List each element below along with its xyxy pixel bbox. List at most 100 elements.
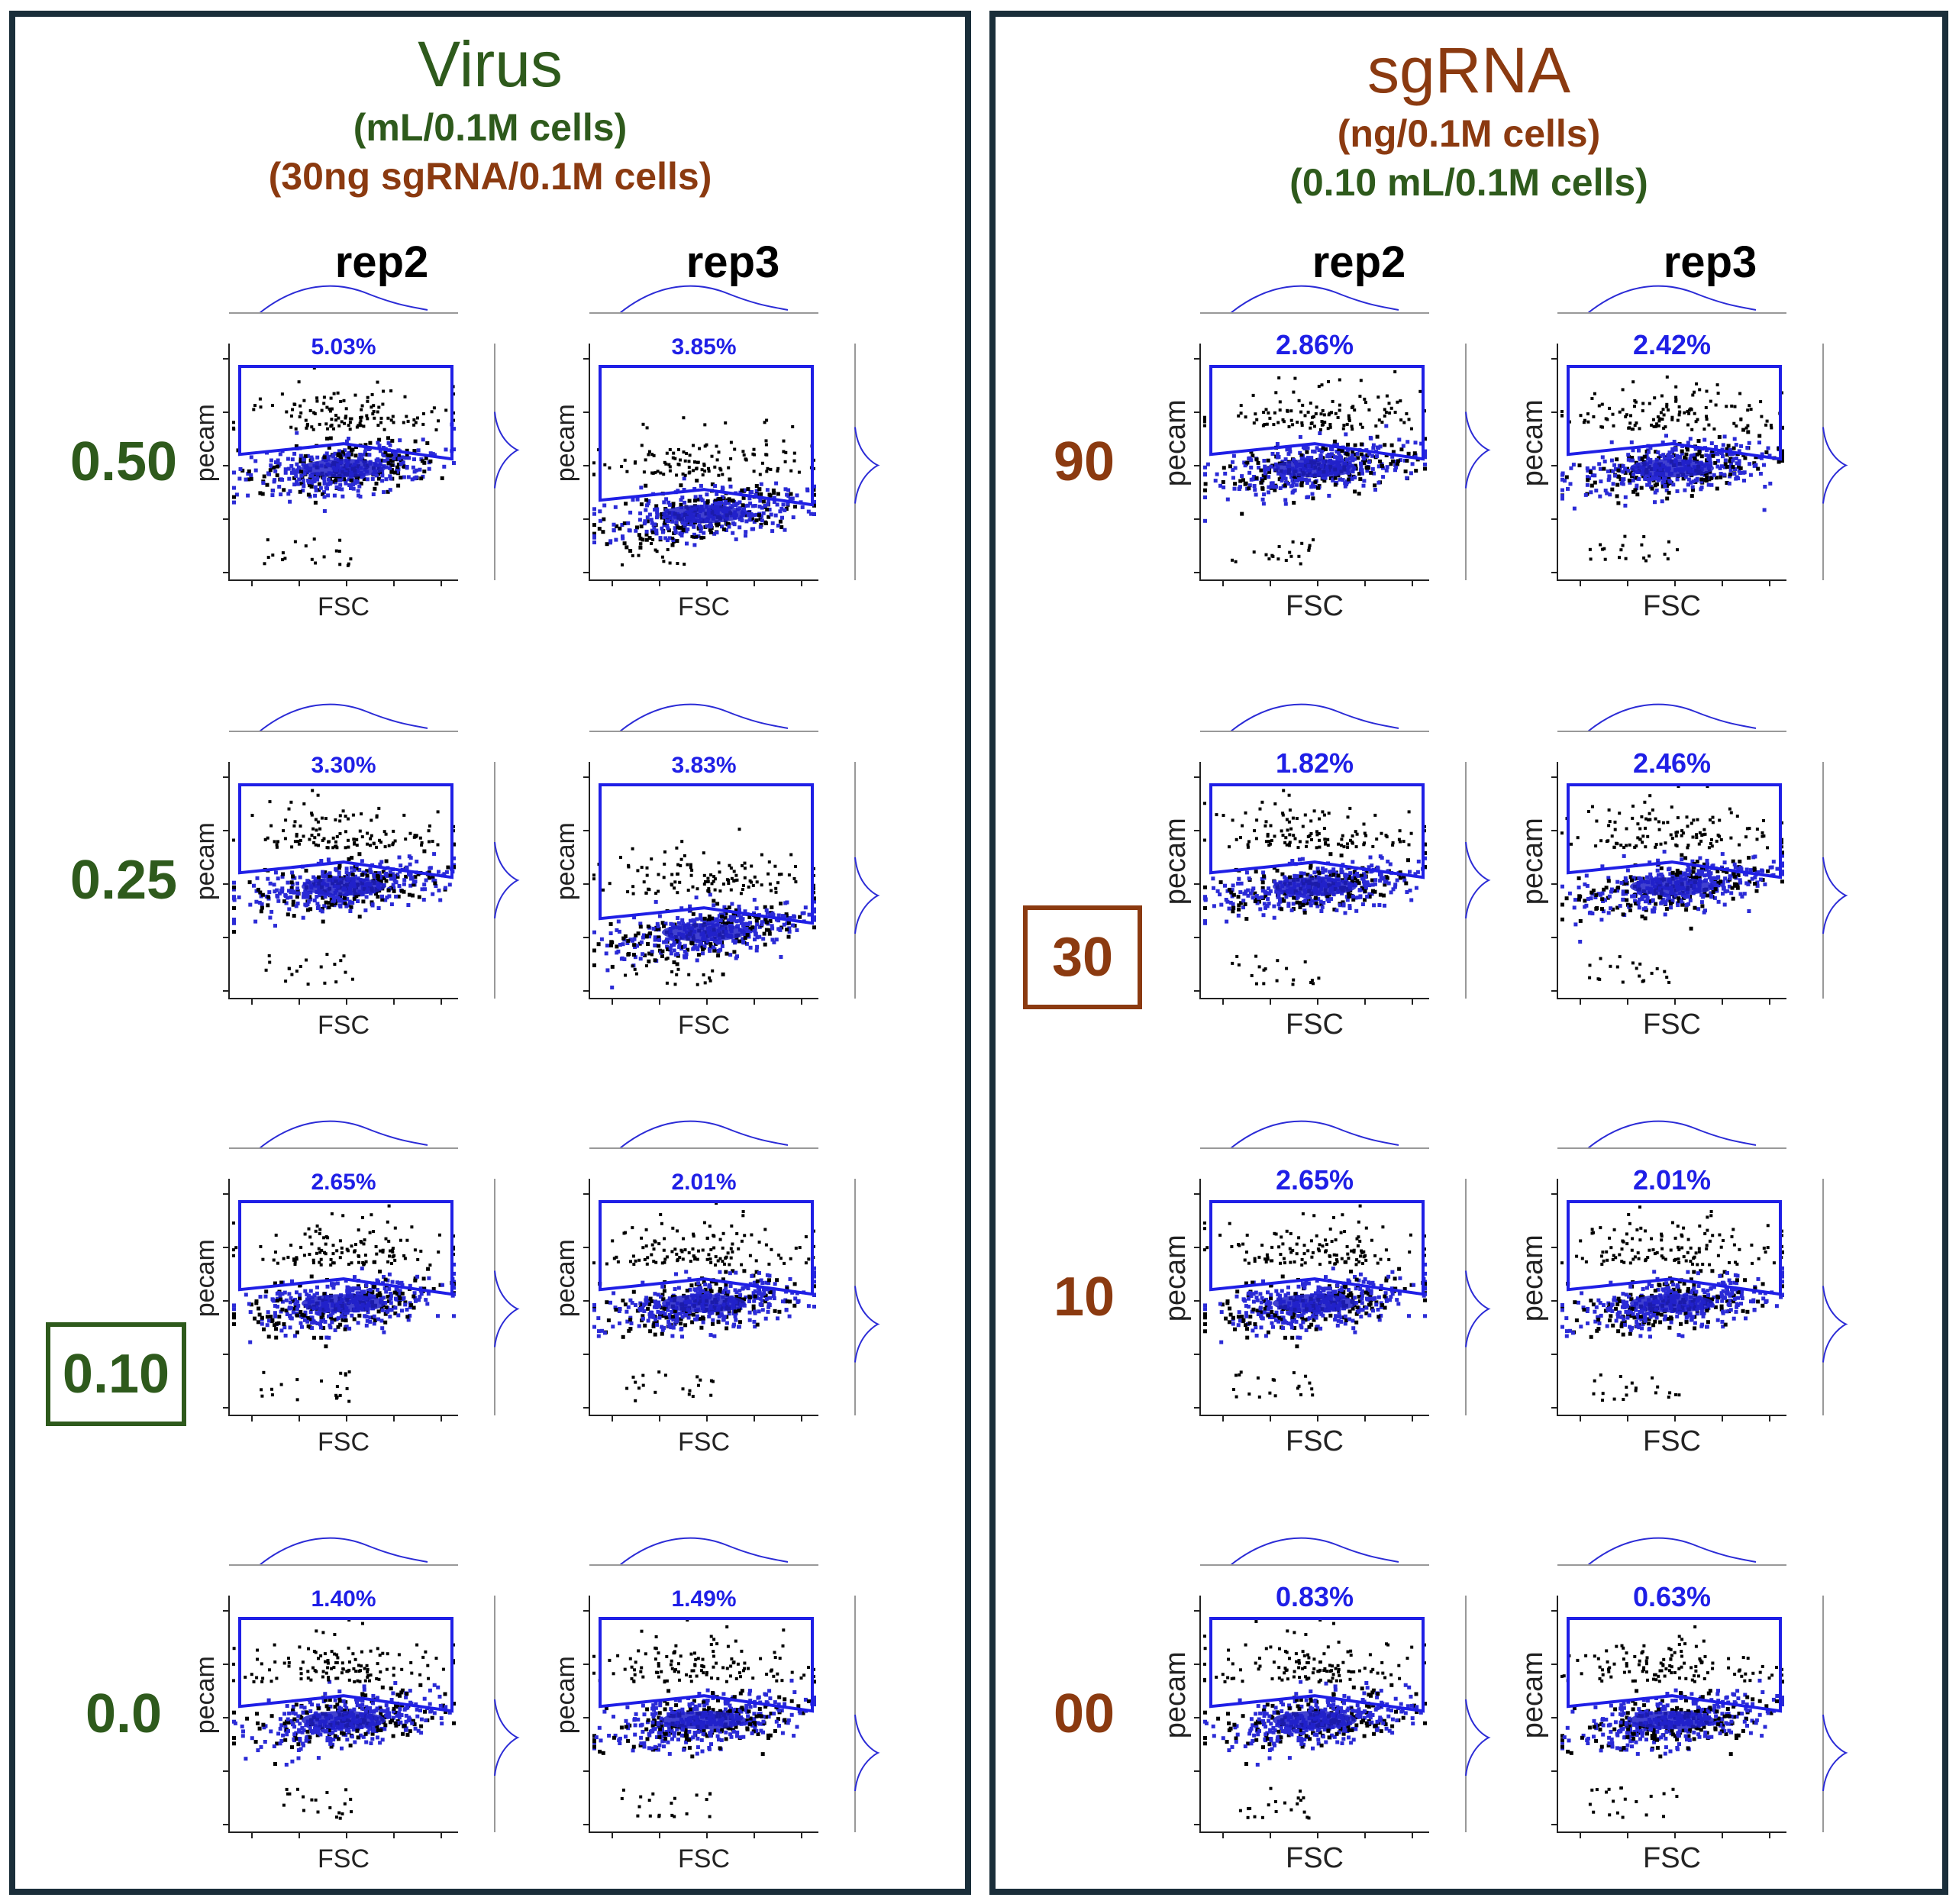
event-dot — [393, 1721, 398, 1725]
event-dot — [307, 1739, 311, 1744]
event-dot — [314, 1798, 318, 1802]
event-dot — [757, 934, 762, 939]
event-dot — [665, 538, 670, 543]
virus-row-label-0: 0.50 — [69, 431, 178, 492]
event-dot — [791, 425, 795, 428]
event-dot — [598, 518, 602, 523]
event-dot — [796, 1300, 800, 1304]
event-dot — [379, 1711, 383, 1715]
event-dot — [394, 1703, 399, 1708]
event-dot — [691, 918, 695, 922]
gate-percentage: 2.01% — [671, 1170, 736, 1195]
event-dot — [665, 937, 670, 941]
event-dot — [644, 1228, 648, 1231]
event-dot — [326, 1659, 330, 1662]
event-dot — [405, 1308, 409, 1312]
event-dot — [283, 837, 287, 841]
event-dot — [631, 885, 635, 889]
event-dot — [753, 1723, 757, 1728]
event-dot — [273, 1323, 276, 1328]
fsc-histogram — [259, 285, 428, 314]
event-dot — [316, 793, 320, 797]
event-dot — [306, 479, 311, 482]
event-dot — [408, 1305, 412, 1309]
event-dot — [637, 518, 642, 522]
event-dot — [733, 1309, 737, 1314]
event-dot — [301, 1710, 305, 1715]
event-dot — [776, 466, 780, 470]
event-dot — [751, 527, 756, 531]
event-dot — [403, 1302, 408, 1307]
event-dot — [671, 536, 675, 540]
event-dot — [592, 461, 595, 465]
event-dot — [357, 1254, 361, 1258]
event-dot — [804, 1235, 808, 1238]
event-dot — [308, 897, 313, 902]
event-dot — [604, 951, 608, 956]
event-dot — [349, 452, 353, 457]
event-dot — [779, 955, 783, 959]
event-dot — [622, 957, 627, 961]
event-dot — [302, 1728, 306, 1732]
event-dot — [755, 944, 760, 949]
event-dot — [232, 885, 236, 889]
event-dot — [767, 1278, 771, 1283]
event-dot — [391, 415, 395, 418]
event-dot — [637, 1258, 641, 1262]
event-dot — [779, 525, 784, 529]
event-dot — [629, 1321, 634, 1325]
event-dot — [747, 1318, 752, 1322]
event-dot — [691, 1247, 695, 1251]
event-dot — [443, 886, 447, 890]
event-dot — [352, 1667, 356, 1670]
event-dot — [287, 889, 291, 893]
event-dot — [452, 1292, 456, 1296]
event-dot — [695, 466, 699, 470]
event-dot — [300, 1730, 305, 1735]
event-dot — [315, 476, 320, 480]
event-dot — [389, 468, 394, 473]
event-dot — [286, 457, 290, 461]
event-dot — [760, 853, 763, 857]
event-dot — [419, 1292, 424, 1296]
event-dot — [359, 424, 363, 428]
event-dot — [380, 894, 384, 899]
event-dot — [420, 459, 424, 463]
event-dot — [666, 519, 671, 524]
event-dot — [633, 1732, 637, 1737]
event-dot — [257, 1306, 261, 1311]
event-dot — [315, 1285, 319, 1289]
event-dot — [764, 920, 769, 925]
event-dot — [324, 1704, 329, 1709]
event-dot — [301, 471, 305, 476]
event-dot — [379, 416, 383, 420]
event-dot — [274, 1327, 278, 1331]
event-dot — [276, 840, 279, 844]
event-dot — [650, 542, 654, 545]
event-dot — [641, 935, 645, 940]
event-dot — [402, 882, 406, 886]
event-dot — [683, 1248, 687, 1252]
event-dot — [650, 950, 654, 954]
event-dot — [379, 1297, 383, 1302]
event-dot — [770, 889, 773, 892]
event-dot — [785, 928, 789, 932]
event-dot — [703, 444, 707, 448]
event-dot — [324, 451, 329, 456]
event-dot — [419, 1731, 424, 1735]
event-dot — [366, 1673, 370, 1677]
event-dot — [746, 922, 750, 927]
event-dot — [812, 896, 816, 901]
event-dot — [699, 529, 703, 534]
event-dot — [619, 856, 622, 859]
event-dot — [765, 418, 769, 422]
event-dot — [668, 561, 672, 565]
event-dot — [273, 469, 278, 473]
event-dot — [331, 836, 335, 840]
pecam-gate — [238, 1200, 453, 1296]
event-dot — [405, 1732, 410, 1737]
event-dot — [258, 397, 262, 401]
event-dot — [680, 521, 685, 525]
event-dot — [260, 492, 265, 496]
